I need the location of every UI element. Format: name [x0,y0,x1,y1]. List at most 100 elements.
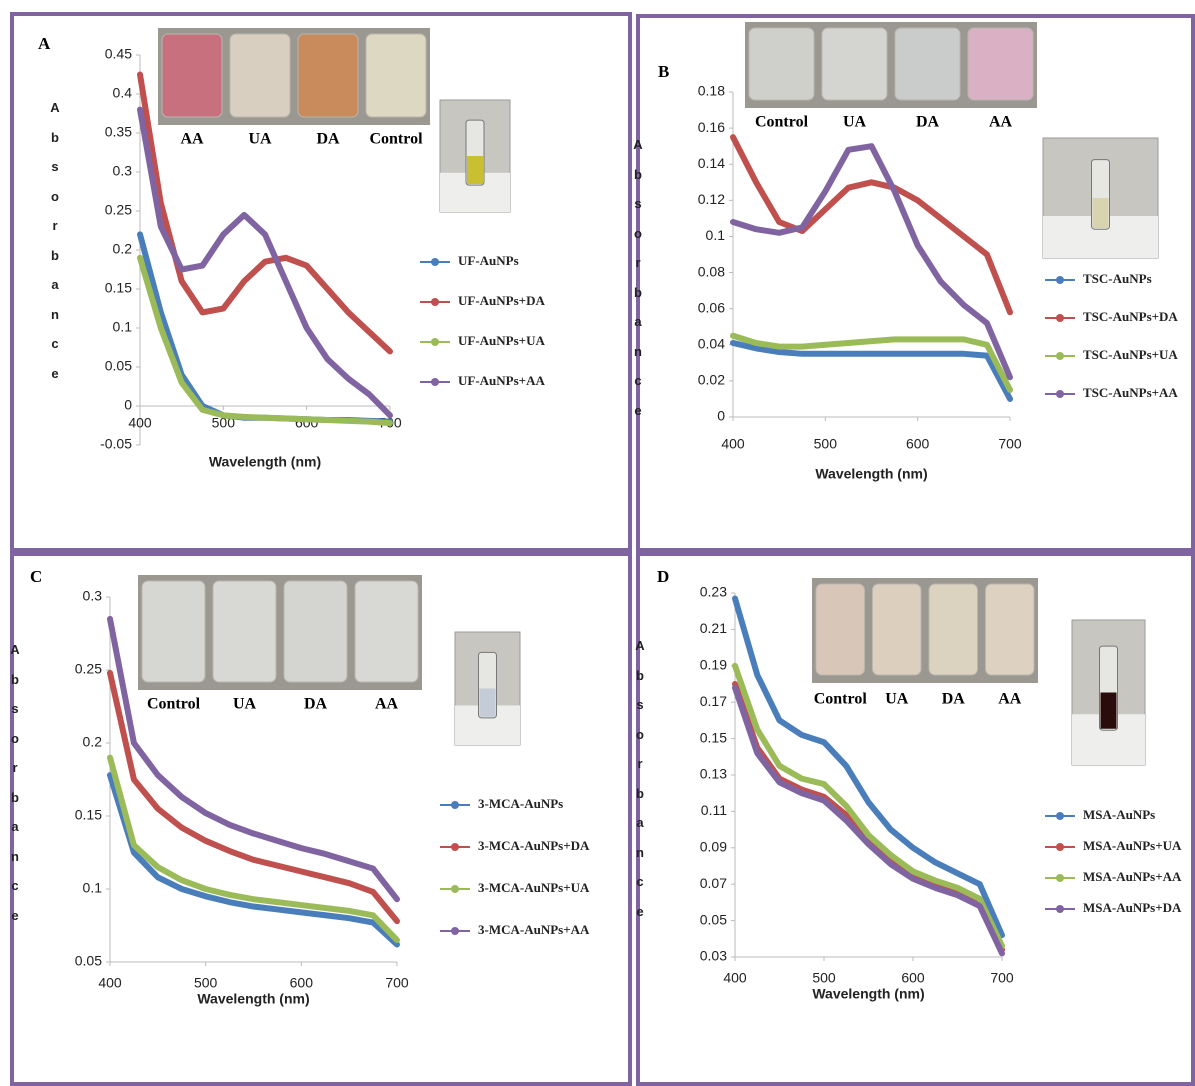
photo-label: UA [248,131,272,148]
series-line [730,143,1013,381]
vial [748,27,815,101]
x-tick-label: 400 [128,415,152,431]
y-tick-label: 0.15 [105,280,132,296]
series-line [107,615,400,903]
legend-label: TSC-AuNPs [1083,271,1152,286]
vial-liquid [1092,198,1109,228]
vial-liquid [479,688,496,717]
x-tick-label: 600 [290,975,314,991]
y-tick-label: 0.13 [700,766,727,782]
vial [365,33,427,118]
y-tick-label: 0.2 [113,241,133,257]
y-tick-label: 0.18 [698,83,725,99]
x-tick-label: 500 [194,975,218,991]
series-line [732,595,1005,939]
y-tick-label: 0.3 [83,588,103,604]
legend-marker [1056,352,1064,360]
legend-marker [1056,314,1064,322]
y-tick-label: 0.09 [700,839,727,855]
legend-label: 3-MCA-AuNPs [478,796,563,811]
y-axis-title: Absorbance [50,100,60,381]
y-axis-title: Absorbance [633,137,643,418]
panel-label: D [657,567,669,586]
series-line [730,339,1013,402]
legend-label: TSC-AuNPs+DA [1083,309,1178,324]
y-tick-label: 0.15 [75,807,102,823]
vial-liquid [467,156,483,184]
vial [354,580,419,683]
panel-border [10,552,632,1086]
panel-border [636,14,1195,552]
panel-label: C [30,567,42,586]
photo-label: Control [814,691,868,708]
legend-label: MSA-AuNPs [1083,807,1155,822]
y-tick-label: 0.2 [83,734,103,750]
panel-label: B [658,62,669,81]
y-tick-label: 0.05 [75,953,102,969]
legend-marker [1056,843,1064,851]
photo-label: Control [147,696,201,713]
series-line [137,106,393,419]
vial [212,580,277,683]
legend-marker [1056,276,1064,284]
y-tick-label: 0 [124,397,132,413]
legend-marker [1056,905,1064,913]
photo-label: AA [180,131,204,148]
photo-label: UA [885,691,909,708]
photo-label: DA [304,696,328,713]
x-axis-title: Wavelength (nm) [815,466,927,482]
x-tick-label: 500 [812,970,836,986]
y-axis-title: Absorbance [10,642,20,923]
vial [229,33,291,118]
x-tick-label: 400 [723,970,747,986]
photo-label: UA [233,696,257,713]
panel-label: A [38,34,51,53]
x-tick-label: 700 [990,970,1014,986]
series-line [107,754,400,944]
vial [967,27,1034,101]
panel-border [10,12,632,552]
y-tick-label: 0.15 [700,729,727,745]
series-line [730,332,1013,393]
y-tick-label: 0.21 [700,620,727,636]
photo-label: DA [942,691,966,708]
legend-marker [431,258,439,266]
vial [894,27,961,101]
legend-marker [1056,812,1064,820]
y-tick-label: 0.1 [83,880,103,896]
legend-label: 3-MCA-AuNPs+AA [478,922,590,937]
y-tick-label: 0.08 [698,263,725,279]
photo-label: Control [755,114,809,131]
series-line [732,662,1005,950]
legend-label: TSC-AuNPs+AA [1083,385,1178,400]
y-tick-label: 0.11 [701,802,727,818]
y-tick-label: 0.17 [700,693,727,709]
vial [141,580,206,683]
vial [985,583,1035,676]
x-tick-label: 700 [998,436,1022,452]
y-axis-title: Absorbance [635,638,645,919]
series-line [137,71,393,355]
vial [928,583,978,676]
legend-label: TSC-AuNPs+UA [1083,347,1178,362]
legend-marker [431,298,439,306]
vial [872,583,922,676]
photo-label: AA [989,114,1013,131]
y-tick-label: 0.03 [700,948,727,964]
legend-marker [451,885,459,893]
series-line [732,684,1005,957]
legend-marker [451,843,459,851]
x-tick-label: 700 [385,975,409,991]
y-tick-label: 0.02 [698,372,725,388]
vial-liquid [1100,692,1117,729]
legend-label: MSA-AuNPs+UA [1083,838,1182,853]
vial [821,27,888,101]
vial [297,33,359,118]
legend-label: MSA-AuNPs+DA [1083,900,1182,915]
series-line [730,134,1013,316]
legend-label: UF-AuNPs+UA [458,333,545,348]
x-tick-label: 400 [98,975,122,991]
photo-label: AA [375,696,399,713]
series-line [137,254,393,427]
